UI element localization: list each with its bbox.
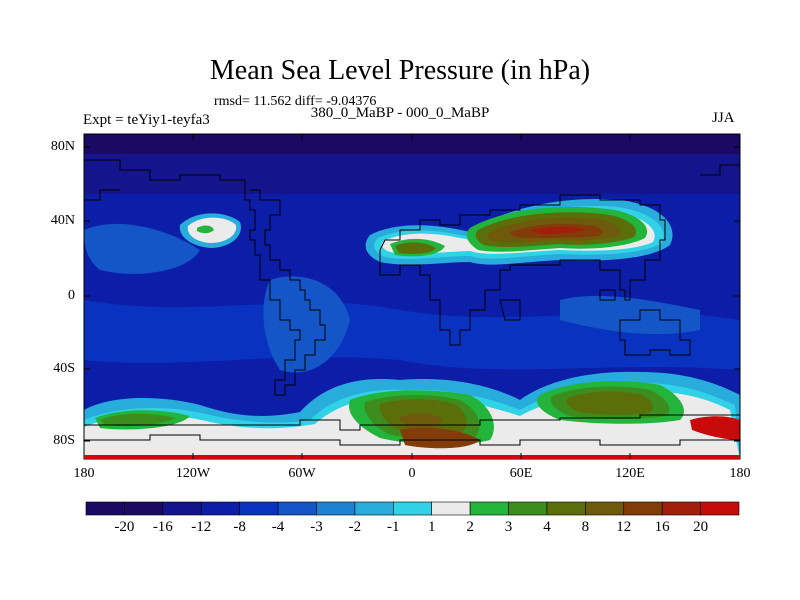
colorbar-swatch — [661, 501, 701, 516]
colorbar-swatch — [162, 501, 202, 516]
colorbar-swatch — [469, 501, 509, 516]
colorbar-swatch — [585, 501, 625, 516]
colorbar-label: -20 — [114, 519, 135, 535]
colorbar-label: 3 — [504, 519, 513, 535]
lon-label-180w: 180 — [73, 466, 95, 481]
colorbar-label: -1 — [387, 519, 400, 535]
lon-label-120w: 120W — [175, 466, 211, 481]
colorbar-label: -4 — [271, 519, 285, 535]
colorbar-label: -16 — [152, 519, 173, 535]
axis-ticks — [84, 134, 740, 459]
map-field — [84, 134, 740, 459]
colorbar-label: -2 — [348, 519, 362, 535]
lon-label-180e: 180 — [729, 466, 751, 481]
colorbar-label: 4 — [543, 519, 551, 535]
colorbar-label: -3 — [310, 519, 323, 535]
stats-label: rmsd= 11.562 diff= -9.04376 — [214, 94, 377, 109]
colorbar-label: 12 — [616, 519, 632, 535]
experiment-label: Expt = teYiy1-teyfa3 — [83, 112, 210, 128]
season-label: JJA — [712, 110, 735, 126]
colorbar-swatch — [200, 501, 240, 516]
lon-label-120e: 120E — [615, 466, 645, 481]
colorbar-label: 8 — [581, 519, 590, 535]
colorbar — [85, 501, 740, 516]
lat-label-40s: 40S — [53, 361, 75, 376]
colorbar-swatch — [508, 501, 548, 516]
colorbar-swatch — [316, 501, 356, 516]
lat-label-80n: 80N — [50, 139, 75, 154]
lon-label-0: 0 — [408, 466, 416, 481]
colorbar-label: 2 — [466, 519, 474, 535]
colorbar-swatch — [85, 501, 125, 516]
colorbar-label: 20 — [693, 519, 709, 535]
lon-label-60e: 60E — [509, 466, 533, 481]
lat-label-80s: 80S — [53, 433, 75, 448]
colorbar-label: -8 — [233, 519, 246, 535]
page-title: Mean Sea Level Pressure (in hPa) — [209, 55, 591, 86]
colorbar-label: 1 — [427, 519, 436, 535]
colorbar-label: -12 — [191, 519, 212, 535]
lat-label-0: 0 — [68, 288, 75, 303]
colorbar-swatch — [354, 501, 394, 516]
colorbar-label: 16 — [654, 519, 670, 535]
coastlines — [84, 159, 740, 446]
period-label: 380_0_MaBP - 000_0_MaBP — [310, 105, 490, 121]
colorbar-swatch — [700, 501, 740, 516]
lon-label-60w: 60W — [288, 466, 316, 481]
colorbar-swatch — [431, 501, 471, 516]
colorbar-swatch — [546, 501, 586, 516]
lat-label-40n: 40N — [50, 213, 75, 228]
colorbar-swatch — [277, 501, 317, 516]
colorbar-swatch — [623, 501, 663, 516]
colorbar-swatch — [124, 501, 164, 516]
colorbar-swatch — [239, 501, 279, 516]
colorbar-swatch — [392, 501, 433, 516]
